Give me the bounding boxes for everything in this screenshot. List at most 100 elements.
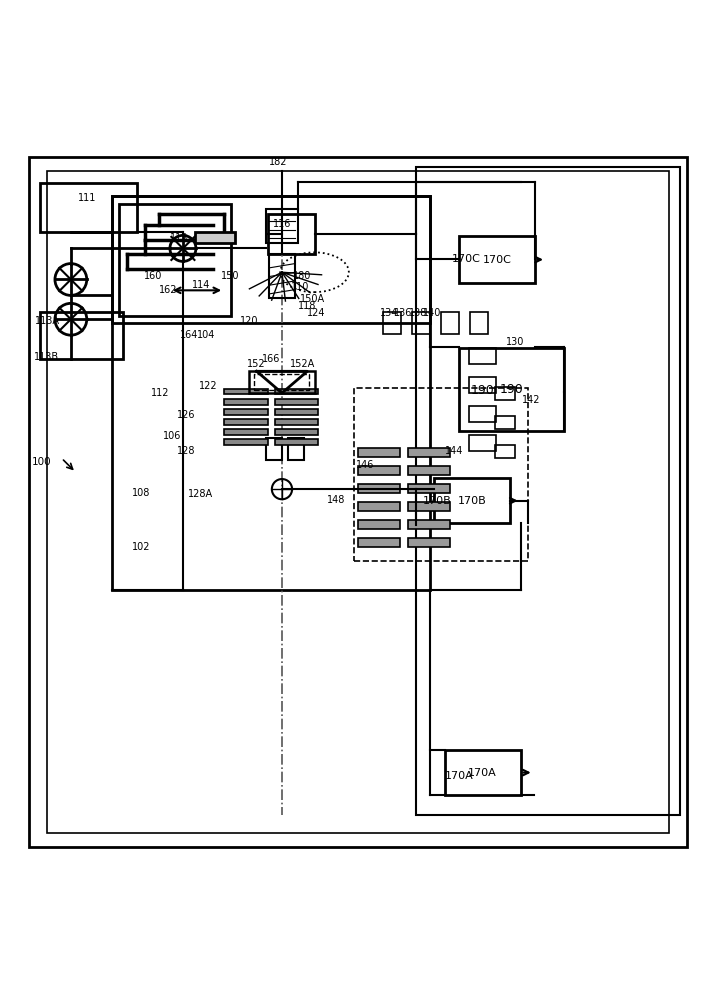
Text: 144: 144 bbox=[445, 446, 463, 456]
Bar bbox=[112, 196, 430, 590]
Text: 140: 140 bbox=[423, 308, 442, 318]
Text: 113A: 113A bbox=[35, 316, 59, 326]
Text: 116: 116 bbox=[273, 219, 291, 229]
Bar bbox=[434, 478, 510, 523]
Text: 182: 182 bbox=[269, 157, 288, 167]
Bar bbox=[408, 520, 450, 529]
Text: 164: 164 bbox=[180, 330, 199, 340]
Bar bbox=[275, 389, 318, 394]
Text: 170A: 170A bbox=[469, 768, 497, 778]
Bar bbox=[47, 171, 669, 833]
Bar bbox=[354, 388, 528, 561]
Text: 160: 160 bbox=[144, 271, 163, 281]
Bar bbox=[459, 236, 535, 283]
Text: 162: 162 bbox=[158, 285, 177, 295]
Bar bbox=[495, 387, 515, 400]
Bar bbox=[224, 389, 268, 394]
Text: 138: 138 bbox=[408, 308, 427, 318]
Bar bbox=[275, 409, 318, 415]
Bar bbox=[275, 429, 318, 435]
Bar bbox=[224, 429, 268, 435]
Bar bbox=[469, 348, 496, 364]
Text: 106: 106 bbox=[163, 431, 181, 441]
Text: 113: 113 bbox=[170, 233, 189, 243]
Text: 152A: 152A bbox=[290, 359, 315, 369]
Text: 150: 150 bbox=[221, 271, 239, 281]
Bar bbox=[469, 377, 496, 393]
Text: 100: 100 bbox=[32, 457, 52, 467]
Bar bbox=[469, 406, 496, 422]
Bar bbox=[275, 439, 318, 445]
Bar bbox=[40, 312, 123, 359]
Text: 170B: 170B bbox=[458, 496, 486, 506]
Text: 134: 134 bbox=[380, 308, 398, 318]
Text: 128: 128 bbox=[177, 446, 196, 456]
Bar bbox=[358, 502, 400, 511]
Bar bbox=[119, 204, 231, 316]
Text: 190: 190 bbox=[500, 383, 523, 396]
Bar bbox=[495, 416, 515, 429]
Bar bbox=[224, 399, 268, 405]
Bar bbox=[224, 439, 268, 445]
Bar bbox=[445, 750, 521, 795]
Text: 136: 136 bbox=[394, 308, 413, 318]
Text: 190: 190 bbox=[471, 384, 495, 397]
Bar bbox=[224, 409, 268, 415]
Bar bbox=[288, 438, 304, 460]
Bar bbox=[408, 484, 450, 493]
Bar bbox=[358, 520, 400, 529]
Text: 126: 126 bbox=[177, 410, 196, 420]
Bar bbox=[266, 209, 298, 243]
Bar bbox=[412, 312, 430, 334]
Bar bbox=[40, 183, 137, 232]
Text: 128A: 128A bbox=[189, 489, 213, 499]
Text: 166: 166 bbox=[262, 354, 281, 364]
Text: 130: 130 bbox=[505, 337, 524, 347]
Bar bbox=[358, 484, 400, 493]
Bar bbox=[416, 167, 680, 815]
Bar bbox=[195, 232, 235, 243]
Bar bbox=[112, 196, 430, 323]
Text: 124: 124 bbox=[307, 308, 326, 318]
Text: 102: 102 bbox=[132, 542, 150, 552]
Text: 110: 110 bbox=[291, 282, 309, 292]
Bar bbox=[470, 312, 488, 334]
Text: 108: 108 bbox=[132, 488, 150, 498]
Text: 120: 120 bbox=[240, 316, 259, 326]
Bar bbox=[408, 538, 450, 547]
Bar bbox=[358, 448, 400, 457]
Text: 122: 122 bbox=[199, 381, 218, 391]
Text: 170A: 170A bbox=[445, 771, 474, 781]
Bar bbox=[269, 254, 295, 298]
Bar bbox=[383, 312, 401, 334]
Text: 180: 180 bbox=[293, 271, 312, 281]
Bar bbox=[459, 348, 564, 431]
Text: 113B: 113B bbox=[35, 352, 59, 362]
Bar bbox=[249, 371, 315, 393]
Text: 111: 111 bbox=[77, 193, 96, 203]
Text: 146: 146 bbox=[356, 460, 375, 470]
Bar bbox=[266, 438, 282, 460]
Bar bbox=[408, 466, 450, 475]
Text: 170C: 170C bbox=[452, 254, 481, 264]
Text: 112: 112 bbox=[151, 388, 170, 398]
Bar bbox=[268, 214, 315, 254]
Text: 118: 118 bbox=[298, 301, 317, 311]
Bar bbox=[275, 419, 318, 425]
Text: 152: 152 bbox=[247, 359, 266, 369]
Text: 114: 114 bbox=[192, 280, 210, 290]
Text: 148: 148 bbox=[327, 495, 346, 505]
Text: 170C: 170C bbox=[483, 255, 511, 265]
Bar bbox=[408, 502, 450, 511]
Bar bbox=[358, 466, 400, 475]
Bar bbox=[495, 445, 515, 458]
Text: 170B: 170B bbox=[423, 496, 452, 506]
Text: 104: 104 bbox=[197, 330, 215, 340]
Bar bbox=[275, 399, 318, 405]
Bar bbox=[254, 374, 309, 390]
Text: 150A: 150A bbox=[300, 294, 325, 304]
Bar bbox=[469, 435, 496, 451]
Bar bbox=[358, 538, 400, 547]
Bar bbox=[441, 312, 459, 334]
Bar bbox=[224, 419, 268, 425]
